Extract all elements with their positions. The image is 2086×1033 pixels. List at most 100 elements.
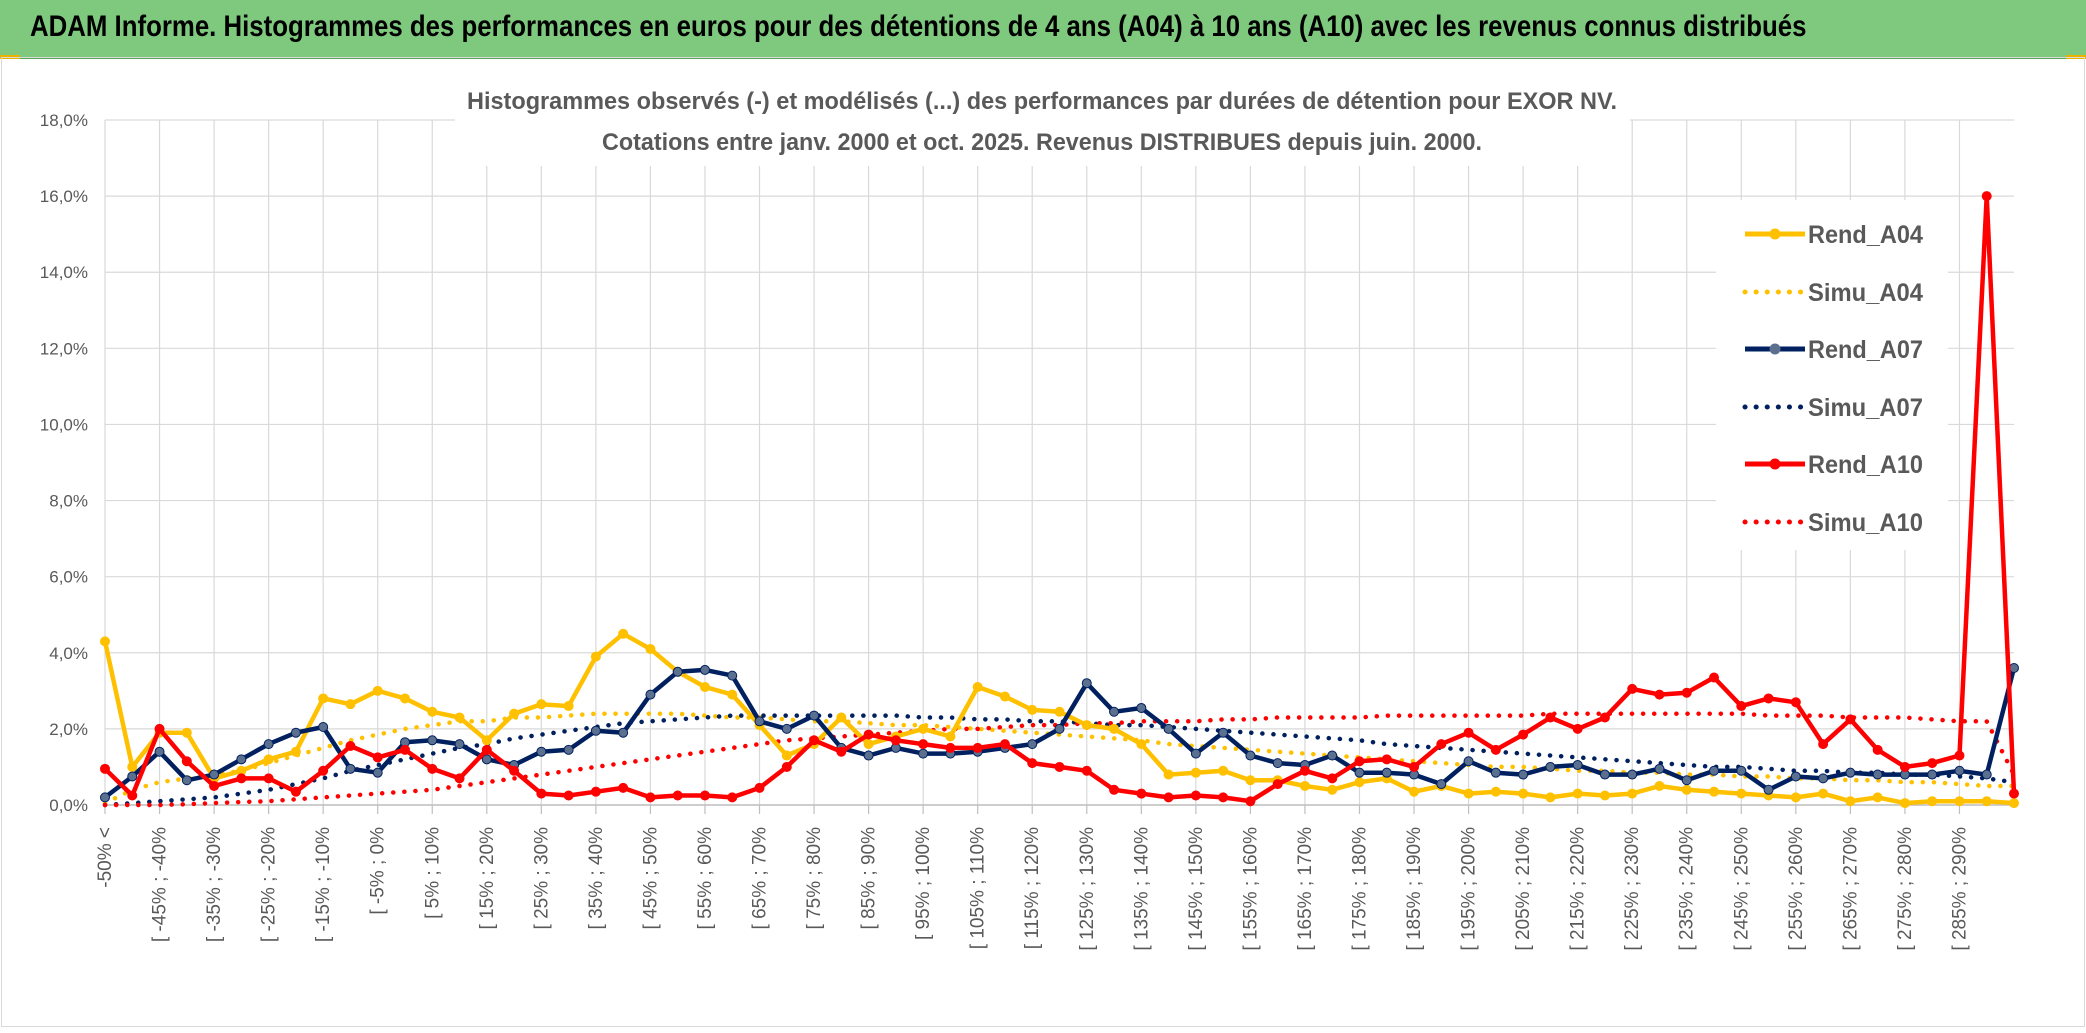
- data-point-rend-a10: [1709, 672, 1720, 683]
- data-point-rend-a04: [345, 699, 356, 710]
- x-tick-label: [ 255% ; 260%: [1786, 827, 1807, 951]
- data-point-rend-a07: [2009, 663, 2019, 673]
- legend-marker-rend-a10: [1769, 458, 1781, 470]
- data-point-rend-a04: [1354, 777, 1365, 788]
- data-point-rend-a10: [1136, 788, 1147, 799]
- data-point-rend-a07: [1463, 756, 1474, 767]
- data-point-rend-a07: [236, 754, 247, 765]
- data-point-rend-a10: [781, 761, 792, 772]
- data-point-rend-a10: [1381, 754, 1392, 765]
- data-point-rend-a07: [1109, 706, 1120, 717]
- data-point-rend-a07: [1981, 769, 1992, 780]
- data-point-rend-a07: [1436, 779, 1447, 790]
- data-point-rend-a07: [1927, 769, 1938, 780]
- data-point-rend-a10: [290, 786, 301, 797]
- data-point-rend-a10: [1899, 761, 1910, 772]
- data-point-rend-a10: [945, 742, 956, 753]
- data-point-rend-a07: [1054, 723, 1065, 734]
- data-point-rend-a10: [918, 739, 929, 750]
- histogram-chart: 0,0% 2,0% 4,0% 6,0% 8,0% 10,0% 12,0% 14,0% 16,0%…: [40, 78, 2019, 951]
- data-point-rend-a10: [399, 744, 410, 755]
- data-point-rend-a10: [1245, 796, 1256, 807]
- data-point-rend-a07: [1627, 769, 1638, 780]
- data-point-rend-a10: [1981, 191, 1992, 202]
- y-tick-label: 18,0%: [40, 111, 88, 130]
- data-point-rend-a07: [1845, 767, 1856, 778]
- data-point-rend-a04: [590, 651, 601, 662]
- x-tick-label: [ -25% ; -20%: [259, 827, 280, 942]
- data-point-rend-a07: [1736, 765, 1747, 776]
- data-point-rend-a10: [1654, 689, 1665, 700]
- data-point-rend-a04: [427, 706, 438, 717]
- data-point-rend-a07: [1081, 678, 1092, 689]
- data-point-rend-a10: [318, 765, 329, 776]
- data-point-rend-a10: [590, 786, 601, 797]
- data-point-rend-a04: [127, 761, 138, 772]
- data-point-rend-a10: [1409, 761, 1420, 772]
- x-tick-label: [ 245% ; 250%: [1731, 827, 1752, 951]
- data-point-rend-a07: [563, 744, 574, 755]
- data-point-rend-a07: [1354, 767, 1365, 778]
- data-point-rend-a07: [1599, 769, 1610, 780]
- data-point-rend-a10: [1027, 758, 1038, 769]
- data-point-rend-a10: [1190, 790, 1201, 801]
- legend-label-simu-a10: Simu_A10: [1808, 509, 1923, 537]
- data-point-rend-a07: [1818, 773, 1829, 784]
- data-point-rend-a10: [999, 739, 1010, 750]
- data-point-rend-a07: [1954, 765, 1965, 776]
- data-point-rend-a04: [972, 682, 983, 693]
- data-point-rend-a10: [1845, 714, 1856, 725]
- data-point-rend-a10: [454, 773, 465, 784]
- data-point-rend-a04: [1299, 780, 1310, 791]
- data-point-rend-a07: [127, 771, 138, 782]
- x-tick-label: [ 205% ; 210%: [1513, 827, 1534, 951]
- data-point-rend-a10: [727, 792, 738, 803]
- data-point-rend-a07: [645, 689, 656, 700]
- y-tick-label: 4,0%: [49, 644, 88, 663]
- data-point-rend-a04: [1572, 788, 1583, 799]
- data-point-rend-a04: [1027, 704, 1038, 715]
- y-tick-label: 16,0%: [40, 187, 88, 206]
- data-point-rend-a07: [1518, 769, 1529, 780]
- data-point-rend-a04: [563, 701, 574, 712]
- data-point-rend-a10: [427, 763, 438, 774]
- data-point-rend-a07: [481, 754, 492, 765]
- data-point-rend-a10: [809, 735, 820, 746]
- x-tick-label: [ 215% ; 220%: [1568, 827, 1589, 951]
- data-point-rend-a07: [1572, 760, 1583, 771]
- x-tick-label: [ 275% ; 280%: [1895, 827, 1916, 951]
- data-point-rend-a04: [1327, 784, 1338, 795]
- data-point-rend-a10: [1790, 697, 1801, 708]
- data-point-rend-a10: [1163, 792, 1174, 803]
- data-point-rend-a07: [263, 739, 274, 750]
- data-point-rend-a07: [209, 769, 220, 780]
- x-tick-label: [ 135% ; 140%: [1131, 827, 1152, 951]
- data-point-rend-a10: [1518, 729, 1529, 740]
- x-tick-label: [ 85% ; 90%: [859, 827, 880, 930]
- data-point-rend-a04: [1109, 723, 1120, 734]
- data-point-rend-a04: [2009, 798, 2019, 809]
- data-point-rend-a07: [1763, 784, 1774, 795]
- data-point-rend-a04: [836, 712, 847, 723]
- data-point-rend-a10: [972, 742, 983, 753]
- data-point-rend-a10: [1354, 756, 1365, 767]
- x-tick-label: [ -5% ; 0%: [368, 827, 389, 915]
- data-point-rend-a04: [399, 693, 410, 704]
- x-tick-label: [ 125% ; 130%: [1077, 827, 1098, 951]
- data-point-rend-a10: [1109, 784, 1120, 795]
- data-point-rend-a04: [1599, 790, 1610, 801]
- data-point-rend-a07: [590, 725, 601, 736]
- data-point-rend-a04: [1409, 786, 1420, 797]
- x-tick-label: [ 45% ; 50%: [640, 827, 661, 930]
- series-line-rend-a04: [102, 631, 2015, 806]
- data-point-rend-a10: [154, 723, 165, 734]
- data-point-rend-a07: [1136, 702, 1147, 713]
- x-tick-label: [ 175% ; 180%: [1349, 827, 1370, 951]
- x-tick-label: [ -35% ; -30%: [204, 827, 225, 942]
- data-point-rend-a10: [1054, 761, 1065, 772]
- data-point-rend-a04: [1163, 769, 1174, 780]
- data-point-rend-a10: [672, 790, 683, 801]
- data-point-rend-a04: [1954, 796, 1965, 807]
- y-tick-label: 12,0%: [40, 339, 88, 358]
- x-tick-label: [ 285% ; 290%: [1949, 827, 1970, 951]
